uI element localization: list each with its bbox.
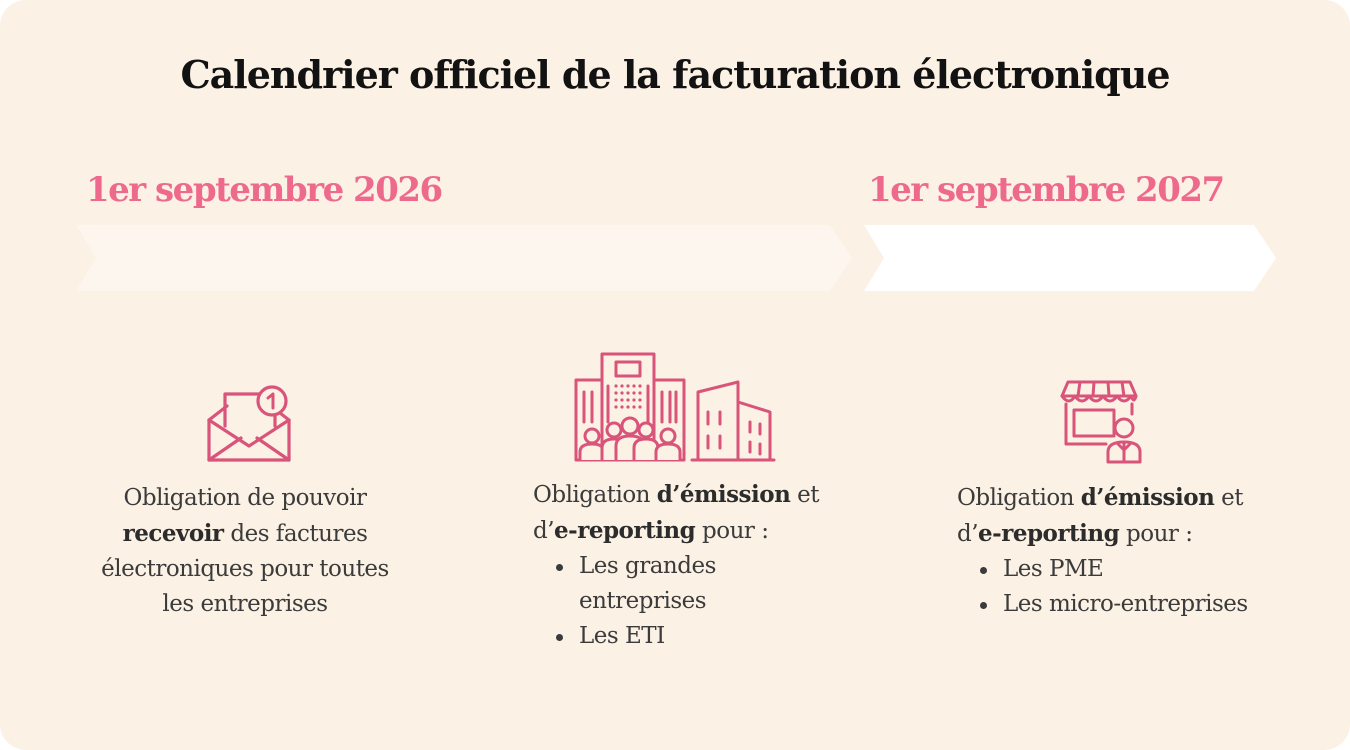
- mail-notification-icon: [205, 380, 295, 466]
- column-large-companies-intro: Obligation d’émission et d’e-reporting p…: [533, 477, 853, 549]
- buildings-group-icon: [572, 352, 777, 464]
- list-item: Les PME: [957, 552, 1287, 587]
- column-receive-bold-1: recevoir: [122, 520, 224, 547]
- column-large-companies: Obligation d’émission et d’e-reporting p…: [533, 477, 853, 654]
- shop-owner-icon: [1058, 378, 1148, 464]
- column-large-companies-text-1: Obligation: [533, 482, 657, 508]
- column-receive-text-1: Obligation de pouvoir: [123, 485, 367, 511]
- column-large-companies-text-2: et d’: [533, 482, 819, 544]
- column-receive-text-2: des factures électroniques pour toutes l…: [101, 521, 389, 617]
- column-sme: Obligation d’émission et d’e-reporting p…: [957, 480, 1287, 622]
- column-sme-text-3: pour :: [1119, 521, 1193, 547]
- column-sme-list: Les PME Les micro-entreprises: [957, 552, 1287, 622]
- column-sme-bold-2: e-reporting: [978, 520, 1120, 547]
- column-large-companies-bold-2: e-reporting: [554, 517, 696, 544]
- list-item: Les ETI: [533, 619, 754, 654]
- page-title: Calendrier officiel de la facturation él…: [180, 52, 1170, 97]
- column-sme-text-1: Obligation: [957, 485, 1081, 511]
- timeline-arrow-2026: [76, 225, 852, 291]
- list-item: Les grandes entreprises: [533, 549, 754, 619]
- column-receive: Obligation de pouvoir recevoir des factu…: [100, 481, 390, 622]
- column-large-companies-bold-1: d’émission: [656, 481, 791, 508]
- list-item: Les micro-entreprises: [957, 587, 1287, 622]
- column-sme-text-2: et d’: [957, 485, 1243, 547]
- column-sme-intro: Obligation d’émission et d’e-reporting p…: [957, 480, 1257, 552]
- timeline-arrow-2027: [864, 225, 1276, 291]
- column-large-companies-list: Les grandes entreprises Les ETI: [533, 549, 853, 654]
- timeline-date-2027: 1er septembre 2027: [868, 170, 1225, 210]
- column-sme-bold-1: d’émission: [1080, 484, 1215, 511]
- column-large-companies-text-3: pour :: [695, 518, 769, 544]
- timeline-date-2026: 1er septembre 2026: [86, 170, 443, 210]
